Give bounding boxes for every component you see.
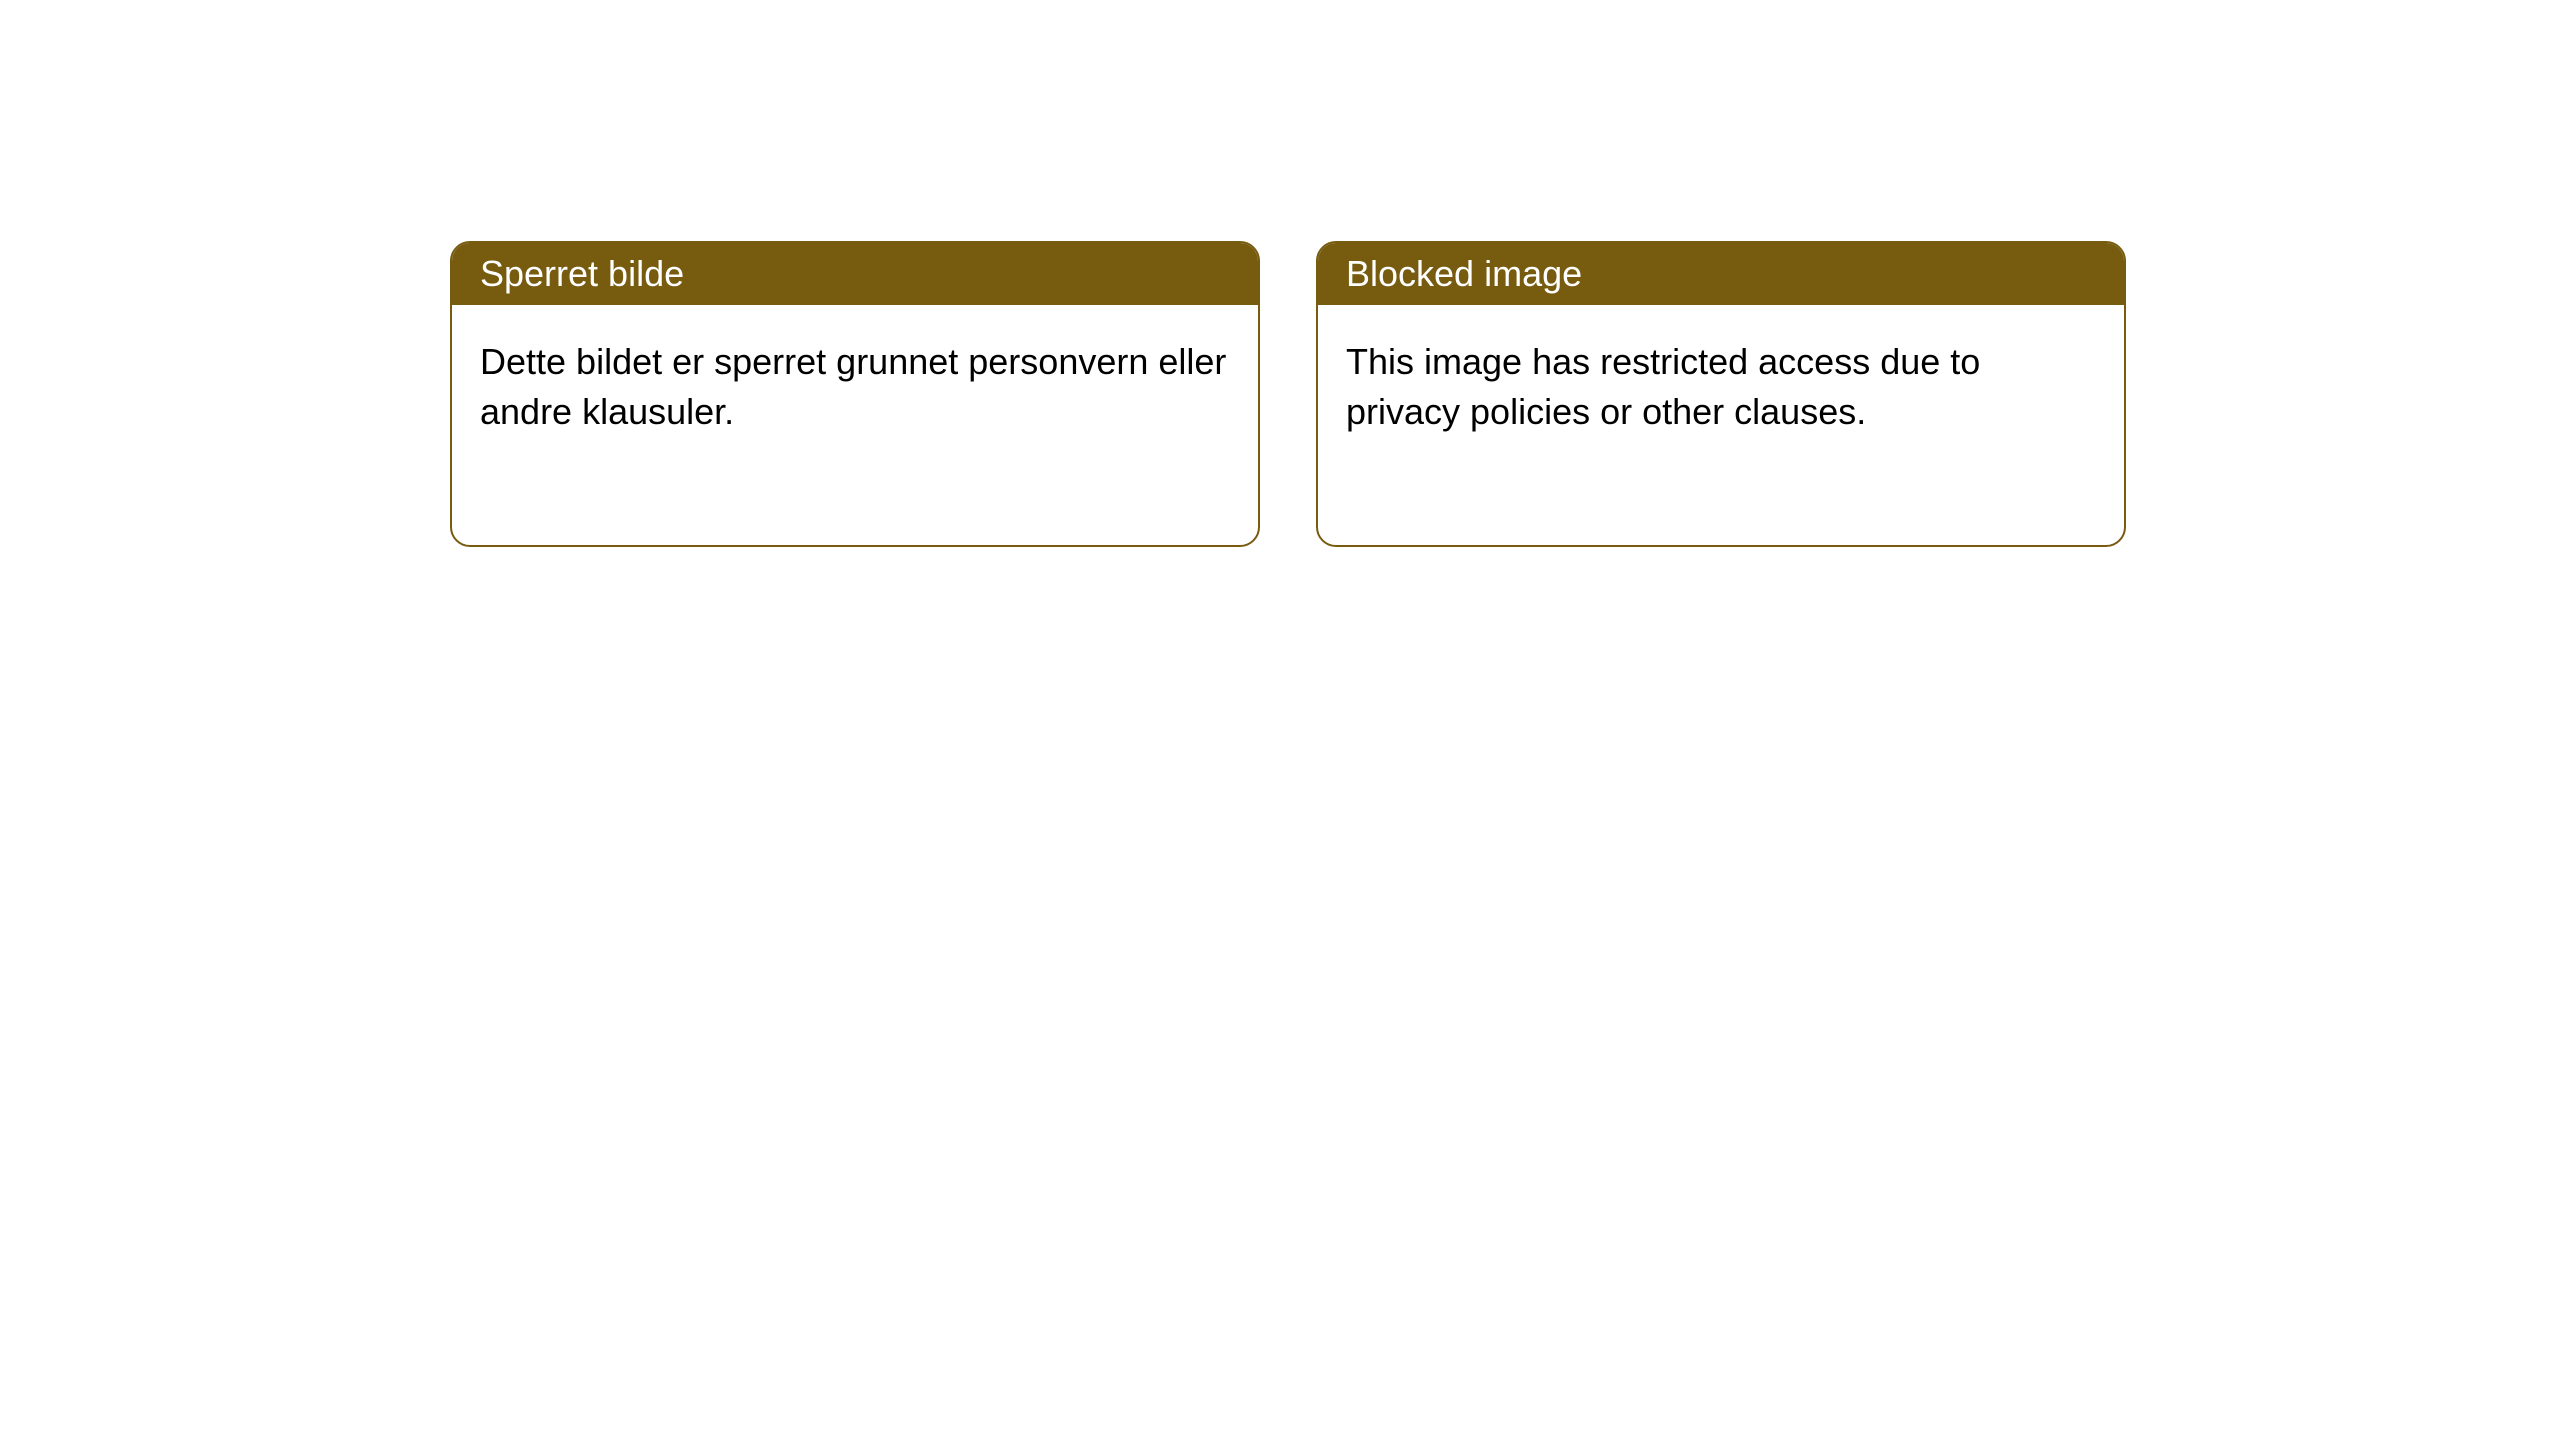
notice-card-body: This image has restricted access due to … — [1318, 305, 2124, 545]
notice-card-header: Blocked image — [1318, 243, 2124, 305]
notice-card-norwegian: Sperret bilde Dette bildet er sperret gr… — [450, 241, 1260, 547]
notice-container: Sperret bilde Dette bildet er sperret gr… — [0, 0, 2560, 547]
notice-card-text: This image has restricted access due to … — [1346, 341, 1980, 432]
notice-card-title: Sperret bilde — [480, 253, 684, 294]
notice-card-english: Blocked image This image has restricted … — [1316, 241, 2126, 547]
notice-card-title: Blocked image — [1346, 253, 1582, 294]
notice-card-text: Dette bildet er sperret grunnet personve… — [480, 341, 1226, 432]
notice-card-header: Sperret bilde — [452, 243, 1258, 305]
notice-card-body: Dette bildet er sperret grunnet personve… — [452, 305, 1258, 545]
